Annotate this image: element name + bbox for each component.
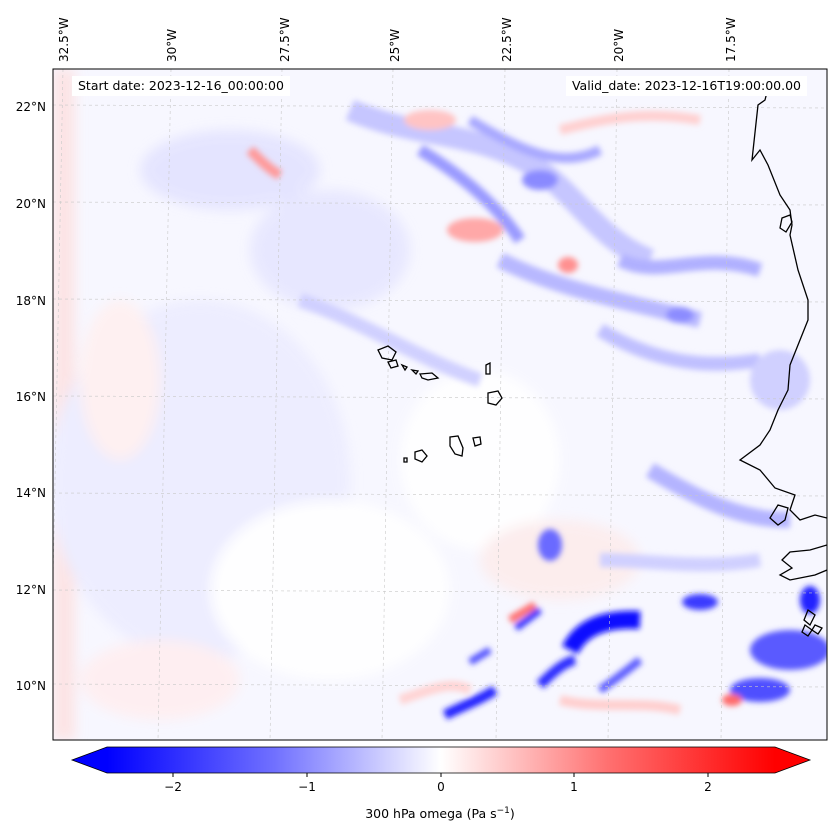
lat-label-18n: 18°N <box>16 294 46 308</box>
lat-label-20n: 20°N <box>16 197 46 211</box>
lon-label-17-5w: 17.5°W <box>724 17 738 62</box>
colorbar-tick-0: 0 <box>437 780 445 794</box>
colorbar-max-extend <box>775 747 810 773</box>
colorbar-tick-1: 1 <box>570 780 578 794</box>
longitude-labels: 32.5°W 30°W 27.5°W 25°W 22.5°W 20°W 17.5… <box>57 17 738 62</box>
map-frame <box>52 68 828 741</box>
colorbar-tick-minus-1: −1 <box>298 780 316 794</box>
colorbar-title: 300 hPa omega (Pa s−1) <box>0 806 837 821</box>
colorbar-min-extend <box>72 747 107 773</box>
lat-label-12n: 12°N <box>16 583 46 597</box>
lat-label-16n: 16°N <box>16 390 46 404</box>
lon-label-32-5w: 32.5°W <box>57 17 71 62</box>
lon-label-20w: 20°W <box>612 29 626 62</box>
omega-field <box>53 69 827 740</box>
valid-date-label: Valid_date: 2023-12-16T19:00:00.00 <box>565 76 807 96</box>
lon-label-25w: 25°W <box>388 29 402 62</box>
colorbar-title-end: ) <box>509 806 515 822</box>
lat-label-22n: 22°N <box>16 100 46 114</box>
lon-label-27-5w: 27.5°W <box>278 17 292 62</box>
coastlines <box>377 79 827 637</box>
lat-label-14n: 14°N <box>16 486 46 500</box>
colorbar-body <box>107 747 775 773</box>
colorbar: −2 −1 0 1 2 <box>70 746 812 794</box>
start-date-label: Start date: 2023-12-16_00:00:00 <box>72 76 290 96</box>
lon-label-30w: 30°W <box>165 29 179 62</box>
colorbar-tick-2: 2 <box>704 780 712 794</box>
latitude-labels: 22°N 20°N 18°N 16°N 14°N 12°N 10°N <box>16 100 46 693</box>
colorbar-tick-minus-2: −2 <box>164 780 182 794</box>
colorbar-title-main: 300 hPa omega (Pa s <box>365 806 497 822</box>
gridlines <box>53 69 827 740</box>
lat-label-10n: 10°N <box>16 679 46 693</box>
colorbar-title-exponent: −1 <box>496 806 510 816</box>
lon-label-22-5w: 22.5°W <box>500 17 514 62</box>
colorbar-outline <box>70 746 812 774</box>
